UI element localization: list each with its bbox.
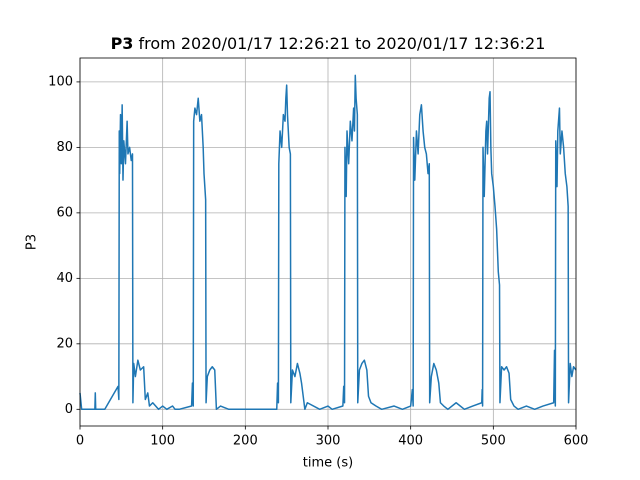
y-axis-label: P3 xyxy=(25,234,40,250)
y-tick-label: 20 xyxy=(56,336,73,351)
x-tick-label: 0 xyxy=(76,434,84,449)
y-tick-label: 40 xyxy=(56,271,73,286)
x-tick-label: 300 xyxy=(316,434,341,449)
y-tick-label: 0 xyxy=(65,402,73,417)
x-tick-label: 600 xyxy=(564,434,589,449)
x-tick-label: 200 xyxy=(233,434,258,449)
x-tick-label: 400 xyxy=(398,434,423,449)
chart-title: P3 from 2020/01/17 12:26:21 to 2020/01/1… xyxy=(111,34,546,53)
y-tick-label: 100 xyxy=(48,74,73,89)
plot-frame xyxy=(79,57,577,427)
x-tick-label: 500 xyxy=(481,434,506,449)
x-axis-label: time (s) xyxy=(303,456,353,471)
y-tick-label: 80 xyxy=(56,140,73,155)
y-tick-label: 60 xyxy=(56,205,73,220)
x-tick-label: 100 xyxy=(150,434,175,449)
title-bold: P3 xyxy=(111,34,134,53)
data-line xyxy=(79,74,577,411)
title-rest: from 2020/01/17 12:26:21 to 2020/01/17 1… xyxy=(139,34,546,53)
